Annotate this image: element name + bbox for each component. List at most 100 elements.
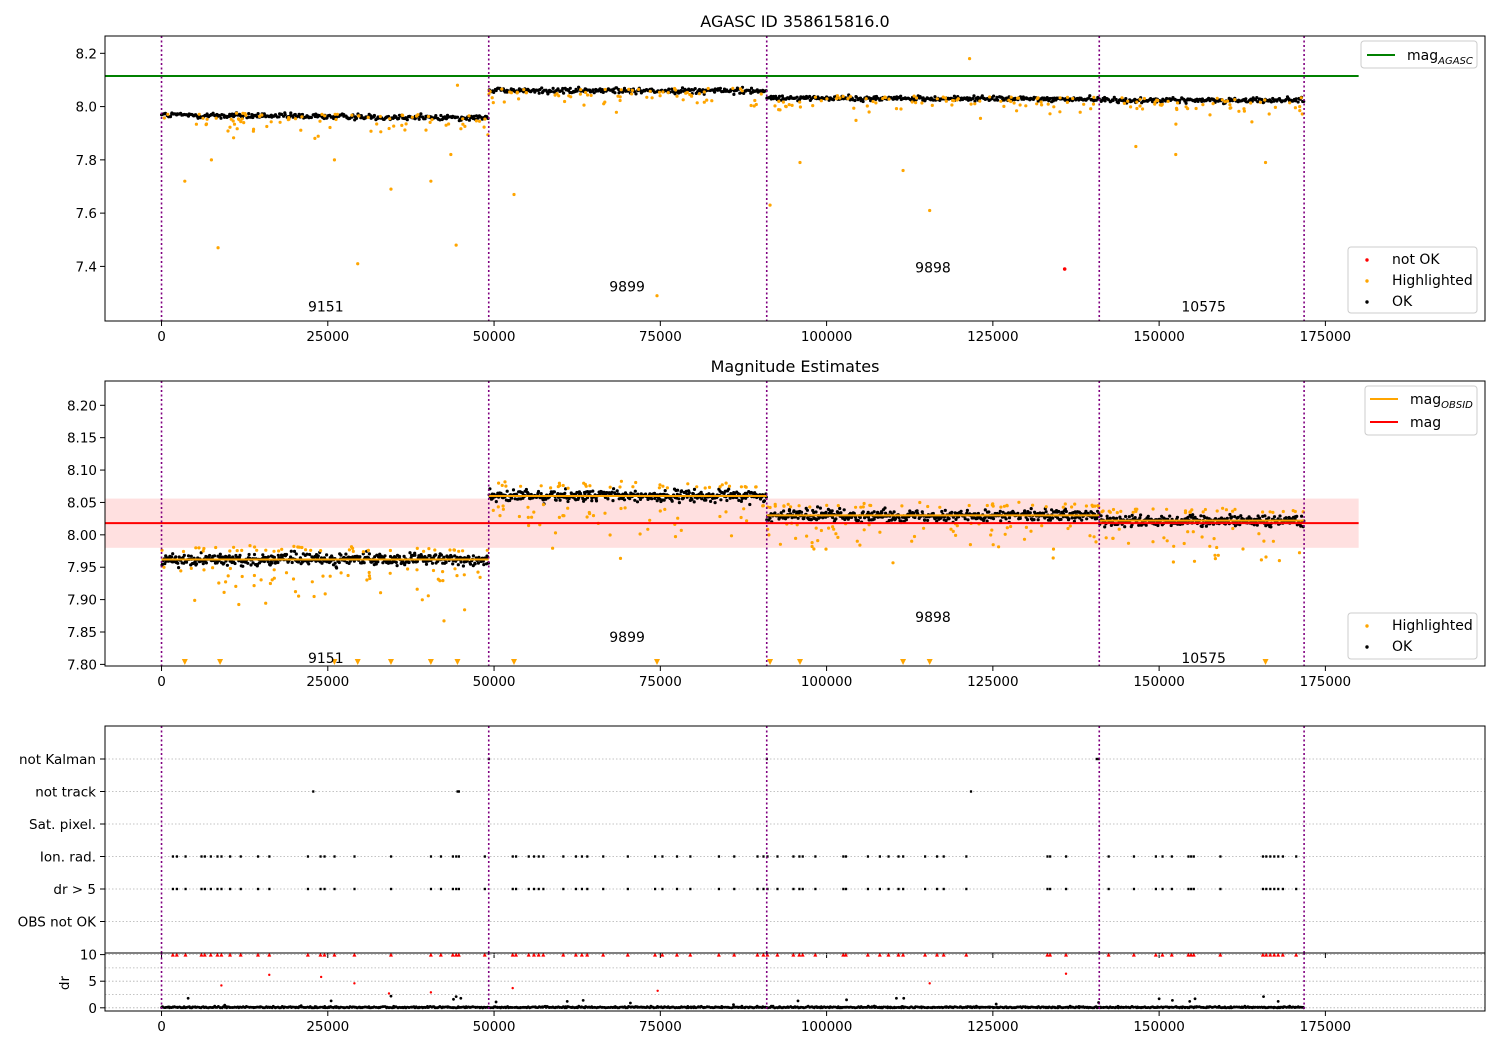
dr-red-point (387, 992, 391, 995)
ok-point (704, 498, 708, 502)
highlighted-point (1078, 110, 1082, 114)
highlighted-point (1183, 509, 1188, 513)
highlighted-point (1111, 507, 1116, 512)
ok-point (558, 498, 562, 502)
clipped-marker (454, 659, 461, 665)
highlighted-point (1242, 107, 1246, 111)
highlighted-point (1017, 500, 1021, 504)
highlighted-point (228, 549, 232, 553)
dr-clipped-marker (170, 952, 175, 957)
highlighted-point (988, 95, 992, 99)
ok-point (691, 492, 696, 496)
ok-point (474, 114, 479, 118)
highlighted-point (433, 548, 437, 552)
highlighted-point (1142, 96, 1146, 101)
ok-point (1088, 94, 1092, 98)
flag-event-marker (661, 887, 664, 891)
highlighted-point (790, 103, 794, 107)
ok-point (1228, 512, 1232, 517)
highlighted-point (1231, 509, 1235, 513)
dr-clipped-marker (1160, 952, 1165, 957)
ok-point (436, 559, 440, 564)
flag-event-marker (220, 855, 223, 858)
dr-point (994, 1002, 998, 1006)
highlighted-point (461, 122, 465, 126)
ok-point (773, 511, 777, 515)
flag-event-marker (792, 887, 795, 891)
highlighted-point (541, 503, 546, 507)
highlighted-point (1233, 98, 1237, 102)
dr-point (581, 998, 585, 1002)
highlighted-point (422, 549, 426, 553)
ok-point (1029, 507, 1033, 511)
dr-clipped-marker (174, 952, 179, 957)
ok-point (564, 487, 568, 491)
ok-point (839, 511, 843, 515)
ok-point (376, 560, 380, 564)
ok-point (1299, 524, 1303, 528)
highlighted-point (333, 112, 337, 116)
flag-event-marker (323, 887, 326, 891)
highlighted-point (193, 598, 197, 603)
highlighted-point (810, 541, 814, 545)
flag-event-marker (1187, 887, 1190, 891)
dr-clipped-marker (255, 952, 260, 957)
highlighted-point (235, 127, 239, 131)
highlighted-point (951, 529, 955, 534)
highlighted-point (1024, 104, 1028, 108)
ok-point (1124, 97, 1128, 101)
ok-point (1260, 97, 1264, 102)
highlighted-point (745, 519, 749, 523)
highlighted-point (673, 86, 677, 91)
highlighted-point (410, 115, 414, 119)
highlighted-point (553, 93, 557, 97)
flag-event-marker (515, 855, 518, 858)
highlighted-point (858, 543, 862, 547)
dr-clipped-marker (716, 952, 721, 957)
obsid-label: 9898 (915, 261, 951, 277)
ok-point (451, 562, 455, 566)
dr-clipped-marker (797, 952, 802, 957)
highlighted-point (252, 584, 256, 588)
highlighted-point (1153, 100, 1157, 104)
highlighted-outlier (183, 179, 187, 183)
dr-clipped-marker (934, 952, 939, 957)
ok-point (732, 92, 736, 96)
ok-point (1105, 514, 1109, 518)
ok-point (307, 562, 311, 566)
highlighted-point (447, 122, 451, 126)
ok-point (1044, 510, 1048, 514)
highlighted-point (162, 116, 166, 120)
ok-point (251, 561, 255, 565)
highlighted-point (293, 117, 298, 121)
ok-point (1294, 97, 1298, 101)
ok-point (511, 488, 516, 492)
highlighted-point (707, 485, 712, 489)
flag-event-marker (1154, 887, 1157, 891)
ok-point (284, 552, 289, 557)
dr-point (1157, 997, 1161, 1001)
ok-point (1272, 515, 1277, 519)
highlighted-point (991, 543, 995, 547)
highlighted-point (657, 486, 662, 490)
highlighted-point (320, 112, 324, 116)
highlighted-point (503, 480, 507, 484)
highlighted-outlier (768, 203, 772, 207)
ok-point (439, 113, 443, 118)
highlighted-point (689, 93, 694, 98)
ok-point (1124, 514, 1128, 519)
highlighted-point (530, 515, 534, 519)
obsid-label: 9151 (308, 651, 344, 667)
ok-point (680, 86, 685, 90)
ok-point (171, 552, 175, 556)
ok-point (1244, 97, 1248, 101)
ok-point (923, 518, 927, 522)
ok-point (246, 561, 250, 565)
ok-point (700, 497, 704, 501)
highlighted-point (269, 120, 273, 124)
ok-point (959, 509, 963, 513)
ok-point (963, 517, 967, 521)
highlighted-point (1046, 102, 1050, 106)
flag-event-marker (1046, 855, 1049, 858)
flag-event-marker (483, 887, 486, 891)
